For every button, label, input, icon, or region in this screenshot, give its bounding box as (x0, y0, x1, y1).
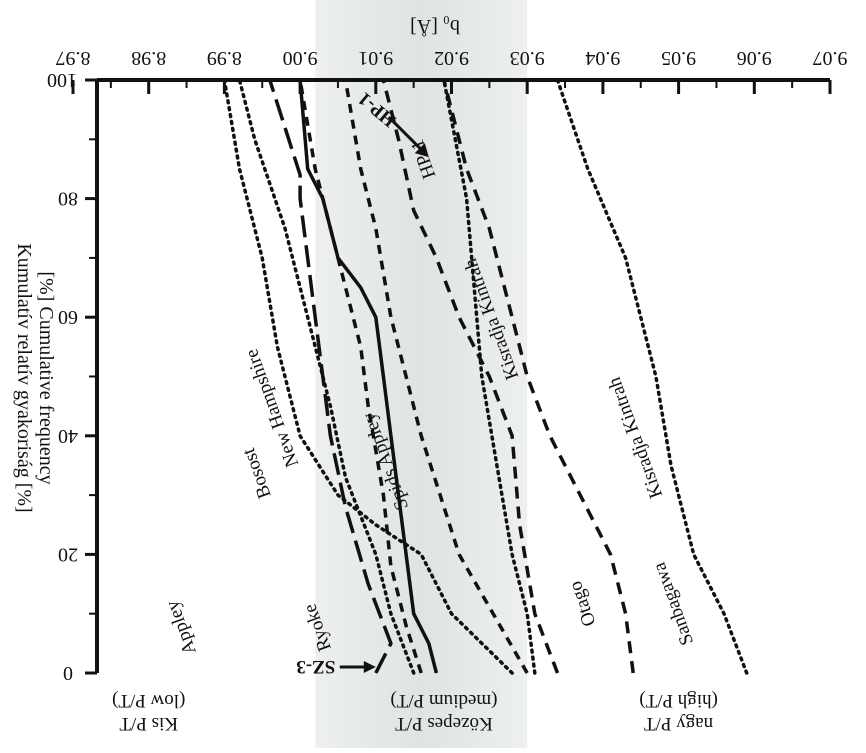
y-axis-title-line1: Kumulatív relatív gyakoriság [%] (13, 243, 35, 512)
annotation-arrow-head (363, 661, 376, 673)
x-tick-label: 8.97 (56, 47, 91, 69)
x-tick-label: 9.01 (358, 47, 393, 69)
x-tick-label: 9.03 (510, 47, 545, 69)
y-axis-title-line2: [%] Cumulative frequency (35, 271, 57, 484)
region-sublabel-high: (high P/T) (639, 690, 718, 711)
region-sublabel-low: (low P/T) (112, 690, 185, 711)
series-label: Bosost (238, 445, 276, 501)
series-line-appley (343, 79, 529, 674)
x-tick-label: 9.04 (585, 47, 620, 69)
region-label-high: nagy P/T (644, 713, 714, 734)
series-line-otago (442, 78, 537, 675)
x-tick-label: 9.05 (661, 47, 696, 69)
series-line-kisradja-kintrah (442, 79, 635, 674)
y-tick-label: 20 (58, 543, 78, 565)
series-line-ryoke (237, 78, 416, 675)
shaded-band-layer (315, 0, 528, 748)
shaded-band (315, 0, 528, 748)
annotation-arrow-head (414, 143, 429, 158)
x-tick-label: 8.99 (207, 47, 242, 69)
y-tick-label: 0 (63, 662, 73, 684)
y-tick-label: 40 (58, 425, 78, 447)
x-axis-title: b₀ [Å] (410, 15, 460, 37)
annotation-label: SZ-3 (296, 656, 335, 677)
annotation-arrow-line (387, 116, 426, 155)
series-line-kisradja-kintrah (381, 79, 560, 674)
series-line-new-hampshire (268, 79, 393, 674)
series-label: Otago (565, 578, 601, 629)
x-tick-label: 8.98 (131, 47, 166, 69)
y-tick-label: 60 (58, 306, 78, 328)
axes-layer (71, 78, 832, 675)
series-line-bosost (222, 78, 514, 675)
x-tick-label: 9.07 (813, 47, 848, 69)
series-label: Appley (162, 597, 201, 657)
y-tick-label: 80 (58, 188, 78, 210)
x-tick-label: 9.06 (737, 47, 772, 69)
region-sublabel-medium: (medium P/T) (390, 690, 497, 711)
y-tick-label: 100 (47, 69, 77, 91)
region-label-low: Kis P/T (119, 713, 178, 734)
series-label: Sanbagawa (649, 559, 699, 648)
x-tick-label: 9.02 (434, 47, 469, 69)
region-label-medium: Közepes P/T (395, 713, 493, 734)
x-tick-label: 9.00 (283, 47, 318, 69)
series-line-hp-1 (298, 79, 439, 674)
series-layer (222, 78, 749, 675)
series-line-sanbagawa (555, 78, 749, 675)
